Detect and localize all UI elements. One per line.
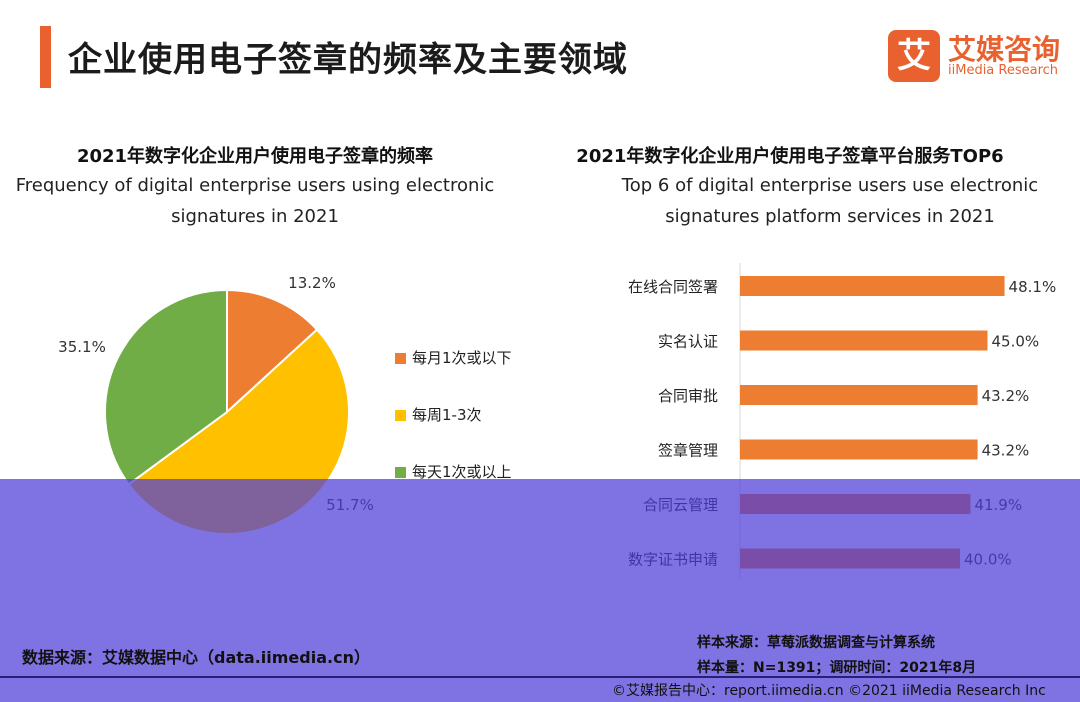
bar-value-label-2: 45.0% [992,333,1040,351]
legend-label-2: 每周1-3次 [412,406,482,424]
brand-logo: 艾 艾媒咨询 iiMedia Research [888,30,1078,82]
pie-data-label-1: 13.2% [288,274,336,292]
logo-text-en: iiMedia Research [948,63,1059,78]
bar-subtitle-line-1: Top 6 of digital enterprise users use el… [621,175,1039,196]
bar-category-label-4: 签章管理 [658,442,718,460]
source-note: 数据来源：艾媒数据中心（data.iimedia.cn） [22,648,370,667]
pie-chart-subtitle: Frequency of digital enterprise users us… [10,170,500,232]
bar-category-label-3: 合同审批 [658,387,718,405]
title-accent-bar [40,26,51,88]
pie-subtitle-line-2: signatures in 2021 [171,206,339,227]
bar-value-label-4: 43.2% [982,442,1030,460]
bar-subtitle-line-2: signatures platform services in 2021 [665,206,995,227]
footer-divider [0,676,1080,678]
method-note: 样本来源：草莓派数据调查与计算系统 [697,635,935,651]
legend-label-3: 每天1次或以上 [412,463,512,481]
bar-chart-subtitle: Top 6 of digital enterprise users use el… [590,170,1070,232]
bar-chart-title: 2021年数字化企业用户使用电子签章平台服务TOP6 [576,146,1004,167]
bar-4 [740,439,978,460]
pie-data-label-3: 35.1% [58,338,106,356]
bar-category-label-2: 实名认证 [658,333,718,351]
pie-slice-1 [226,288,319,415]
legend-swatch-3 [395,467,406,478]
legend-label-1: 每月1次或以下 [412,349,512,367]
bar-2 [740,330,988,351]
bar-1 [740,276,1005,296]
logo-mark: 艾 [888,30,940,82]
pie-slice-3 [104,288,228,486]
legend-swatch-2 [395,410,406,421]
bar-value-label-3: 43.2% [982,387,1030,405]
bar-3 [740,385,978,405]
pie-subtitle-line-1: Frequency of digital enterprise users us… [15,175,495,196]
legend-swatch-1 [395,353,406,364]
logo-text-cn: 艾媒咨询 [948,33,1061,66]
bar-value-label-1: 48.1% [1009,278,1057,296]
overlay-band [0,479,1080,702]
pie-chart-title: 2021年数字化企业用户使用电子签章的频率 [76,146,434,167]
copyright-note: ©艾媒报告中心：report.iimedia.cn ©2021 iiMedia … [612,683,1046,699]
bar-category-label-1: 在线合同签署 [628,278,718,296]
sample-note: 样本量：N=1391；调研时间：2021年8月 [697,660,977,676]
page-title: 企业使用电子签章的频率及主要领域 [68,40,628,80]
